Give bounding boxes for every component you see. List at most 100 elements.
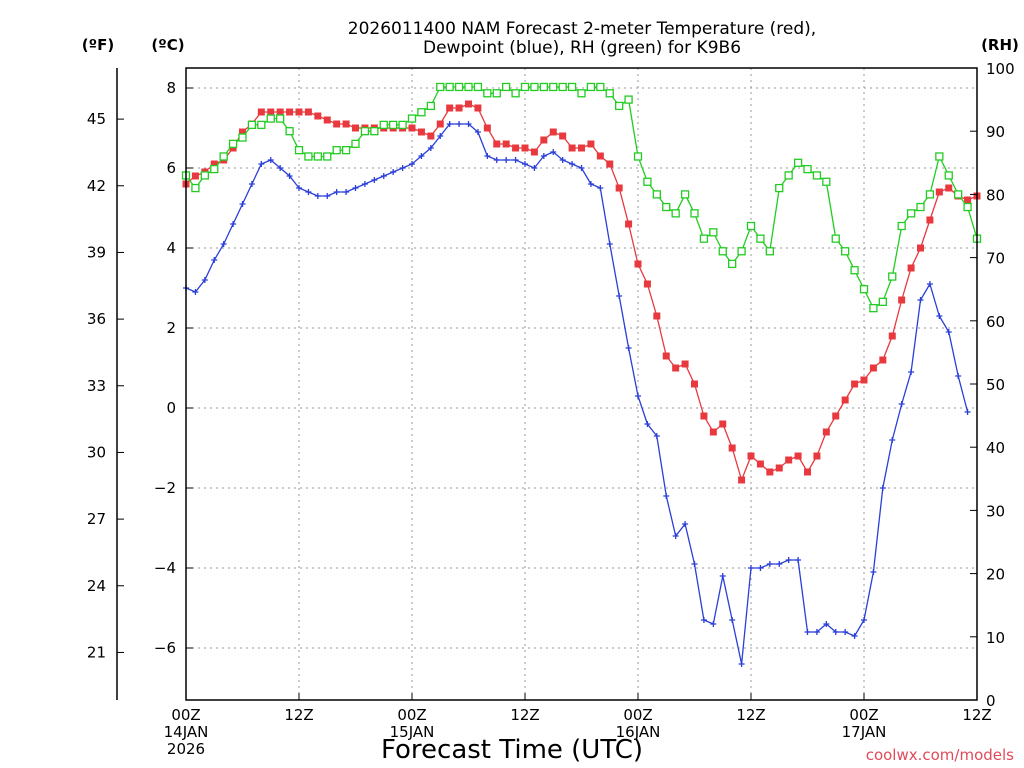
fahrenheit-tick-label: 27 [87, 510, 106, 528]
fahrenheit-tick-label: 21 [87, 643, 106, 661]
dewpoint-point [729, 617, 736, 623]
dewpoint-point [587, 181, 594, 187]
2-meter-temperature-point [483, 124, 491, 132]
rh-tick-label: 60 [986, 313, 1005, 331]
rh-point [615, 101, 624, 111]
x-tick-label: 12Z [510, 706, 539, 724]
dewpoint-point [324, 193, 331, 199]
rh-point [492, 89, 501, 98]
x-tick-label: 00Z [623, 706, 652, 724]
dewpoint-point [390, 169, 397, 175]
2-meter-temperature-point [465, 100, 472, 108]
dewpoint-point [550, 149, 557, 155]
2-meter-temperature-point [756, 460, 764, 468]
2-meter-temperature-point [738, 476, 746, 484]
x-tick-date-label: 17JAN [842, 723, 887, 741]
rh-point [596, 82, 605, 92]
rh-point [473, 82, 483, 92]
rh-point [464, 82, 473, 92]
2-meter-temperature-point [643, 280, 651, 288]
dewpoint-point [748, 565, 754, 571]
dewpoint-point [267, 157, 274, 163]
dewpoint-point [625, 345, 632, 351]
dewpoint-point [757, 565, 764, 571]
rh-point [266, 114, 275, 123]
rh-line [185, 86, 978, 310]
dewpoint-point [343, 189, 350, 195]
dewpoint-point [606, 241, 613, 247]
rh-point [341, 146, 351, 155]
dewpoint-point [361, 181, 368, 187]
2-meter-temperature-point [879, 356, 887, 364]
rh-tick-label: 90 [986, 123, 1005, 141]
dewpoint-point [842, 629, 849, 635]
fahrenheit-tick-label: 36 [87, 310, 106, 328]
dewpoint-point [437, 133, 444, 139]
dewpoint-point [776, 561, 783, 567]
x-tick-label: 12Z [736, 706, 765, 724]
2-meter-temperature-point [766, 468, 774, 476]
rh-tick-label: 40 [986, 439, 1005, 457]
2-meter-temperature-point [728, 444, 736, 452]
rh-point [483, 89, 492, 98]
rh-point [200, 171, 209, 180]
rh-point [605, 89, 614, 98]
rh-point [370, 127, 379, 136]
rh-point [257, 120, 266, 130]
2-meter-temperature-series [182, 100, 981, 484]
dewpoint-point [305, 189, 312, 195]
2-meter-temperature-point [239, 128, 246, 136]
fahrenheit-tick-label: 39 [87, 243, 106, 261]
celsius-tick-label: 4 [166, 239, 176, 257]
dewpoint-point [691, 561, 698, 567]
2-meter-temperature-point [427, 132, 435, 140]
2-meter-temperature-point [540, 136, 548, 144]
rh-point [954, 190, 963, 199]
rh-point [389, 120, 398, 130]
dewpoint-point [456, 121, 463, 127]
rh-point [276, 114, 285, 123]
rh-point [822, 177, 831, 186]
dewpoint-point [861, 617, 867, 623]
dewpoint-point [804, 629, 811, 635]
rh-point [238, 133, 247, 142]
2-meter-temperature-point [512, 144, 520, 152]
2-meter-temperature-point [851, 380, 859, 388]
2-meter-temperature-point [691, 380, 698, 388]
2-meter-temperature-point [333, 120, 341, 128]
dewpoint-point [248, 181, 255, 187]
rh-point [511, 89, 520, 98]
dewpoint-point [635, 393, 641, 399]
dewpoint-point [710, 621, 717, 627]
dewpoint-point [296, 185, 302, 191]
dewpoint-point [230, 221, 237, 227]
rh-point [944, 171, 953, 180]
2-meter-temperature-point [700, 412, 708, 420]
dewpoint-point [879, 485, 886, 491]
celsius-tick-label: −4 [154, 559, 176, 577]
dewpoint-point [766, 561, 773, 567]
2-meter-temperature-point [549, 128, 557, 136]
2-meter-temperature-point [352, 124, 359, 132]
dewpoint-point [964, 409, 971, 415]
rh-point [502, 82, 511, 92]
rh-point [549, 82, 558, 92]
2-meter-temperature-point [615, 184, 623, 192]
rh-point [831, 234, 840, 243]
2-meter-temperature-point [417, 128, 425, 136]
rh-point [323, 152, 332, 161]
2-meter-temperature-point [794, 452, 802, 460]
rh-series [181, 82, 982, 313]
rh-point [916, 202, 925, 212]
rh-point [454, 82, 464, 92]
credit-text: coolwx.com/models [866, 746, 1014, 764]
rh-point [426, 101, 435, 111]
2-meter-temperature-point [709, 428, 717, 436]
rh-point [219, 152, 228, 161]
celsius-tick-label: −2 [154, 479, 176, 497]
2-meter-temperature-point [653, 312, 661, 320]
2-meter-temperature-point [719, 420, 727, 428]
dewpoint-point [700, 617, 707, 623]
dewpoint-point [522, 161, 528, 167]
rh-point [313, 152, 322, 161]
